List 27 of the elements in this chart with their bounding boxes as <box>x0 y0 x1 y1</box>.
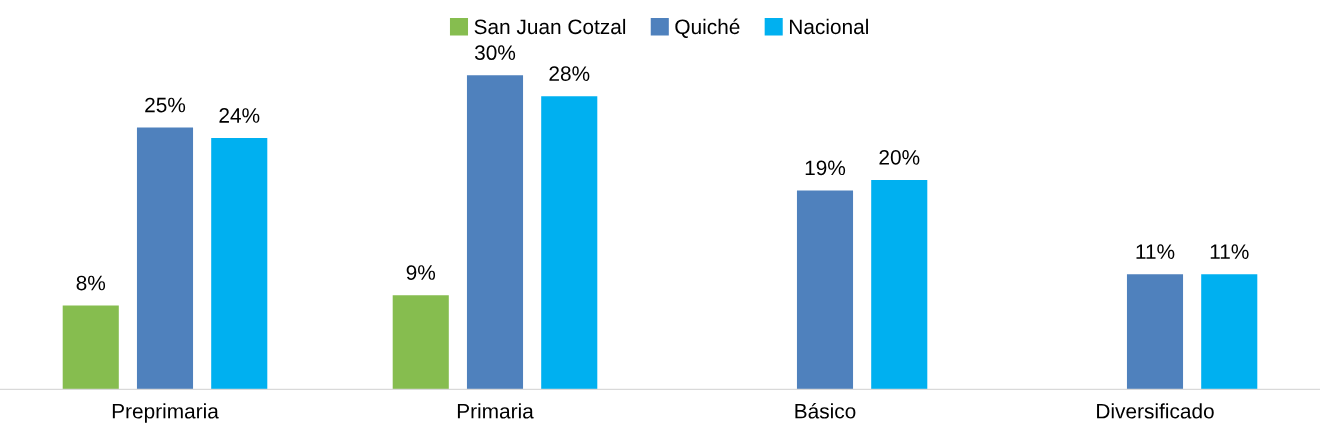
x-tick-label: Primaria <box>457 403 534 419</box>
bar <box>796 190 854 390</box>
bar <box>1201 274 1258 390</box>
legend-label: San Juan Cotzal <box>474 18 626 35</box>
bar <box>136 127 194 390</box>
data-label: 9% <box>406 265 436 280</box>
legend-label: Nacional <box>789 18 868 35</box>
bar <box>541 96 598 390</box>
data-label: 20% <box>879 149 920 165</box>
bar <box>62 305 119 390</box>
data-label: 11% <box>1210 244 1249 259</box>
data-label: 28% <box>549 66 590 81</box>
bar <box>1126 274 1184 390</box>
bar <box>871 179 928 390</box>
data-label: 11% <box>1136 244 1175 259</box>
bar <box>392 295 449 390</box>
data-label: 30% <box>474 45 516 61</box>
bar <box>211 138 268 390</box>
x-tick-label: Básico <box>795 403 856 419</box>
bar <box>466 75 524 390</box>
x-tick-label: Preprimaria <box>112 403 219 423</box>
data-label: 24% <box>219 108 260 123</box>
data-label: 8% <box>76 275 106 291</box>
x-tick-label: Diversificado <box>1097 403 1214 419</box>
legend-label: Quiché <box>675 18 740 38</box>
data-label: 19% <box>805 160 846 176</box>
data-label: 25% <box>145 97 186 113</box>
